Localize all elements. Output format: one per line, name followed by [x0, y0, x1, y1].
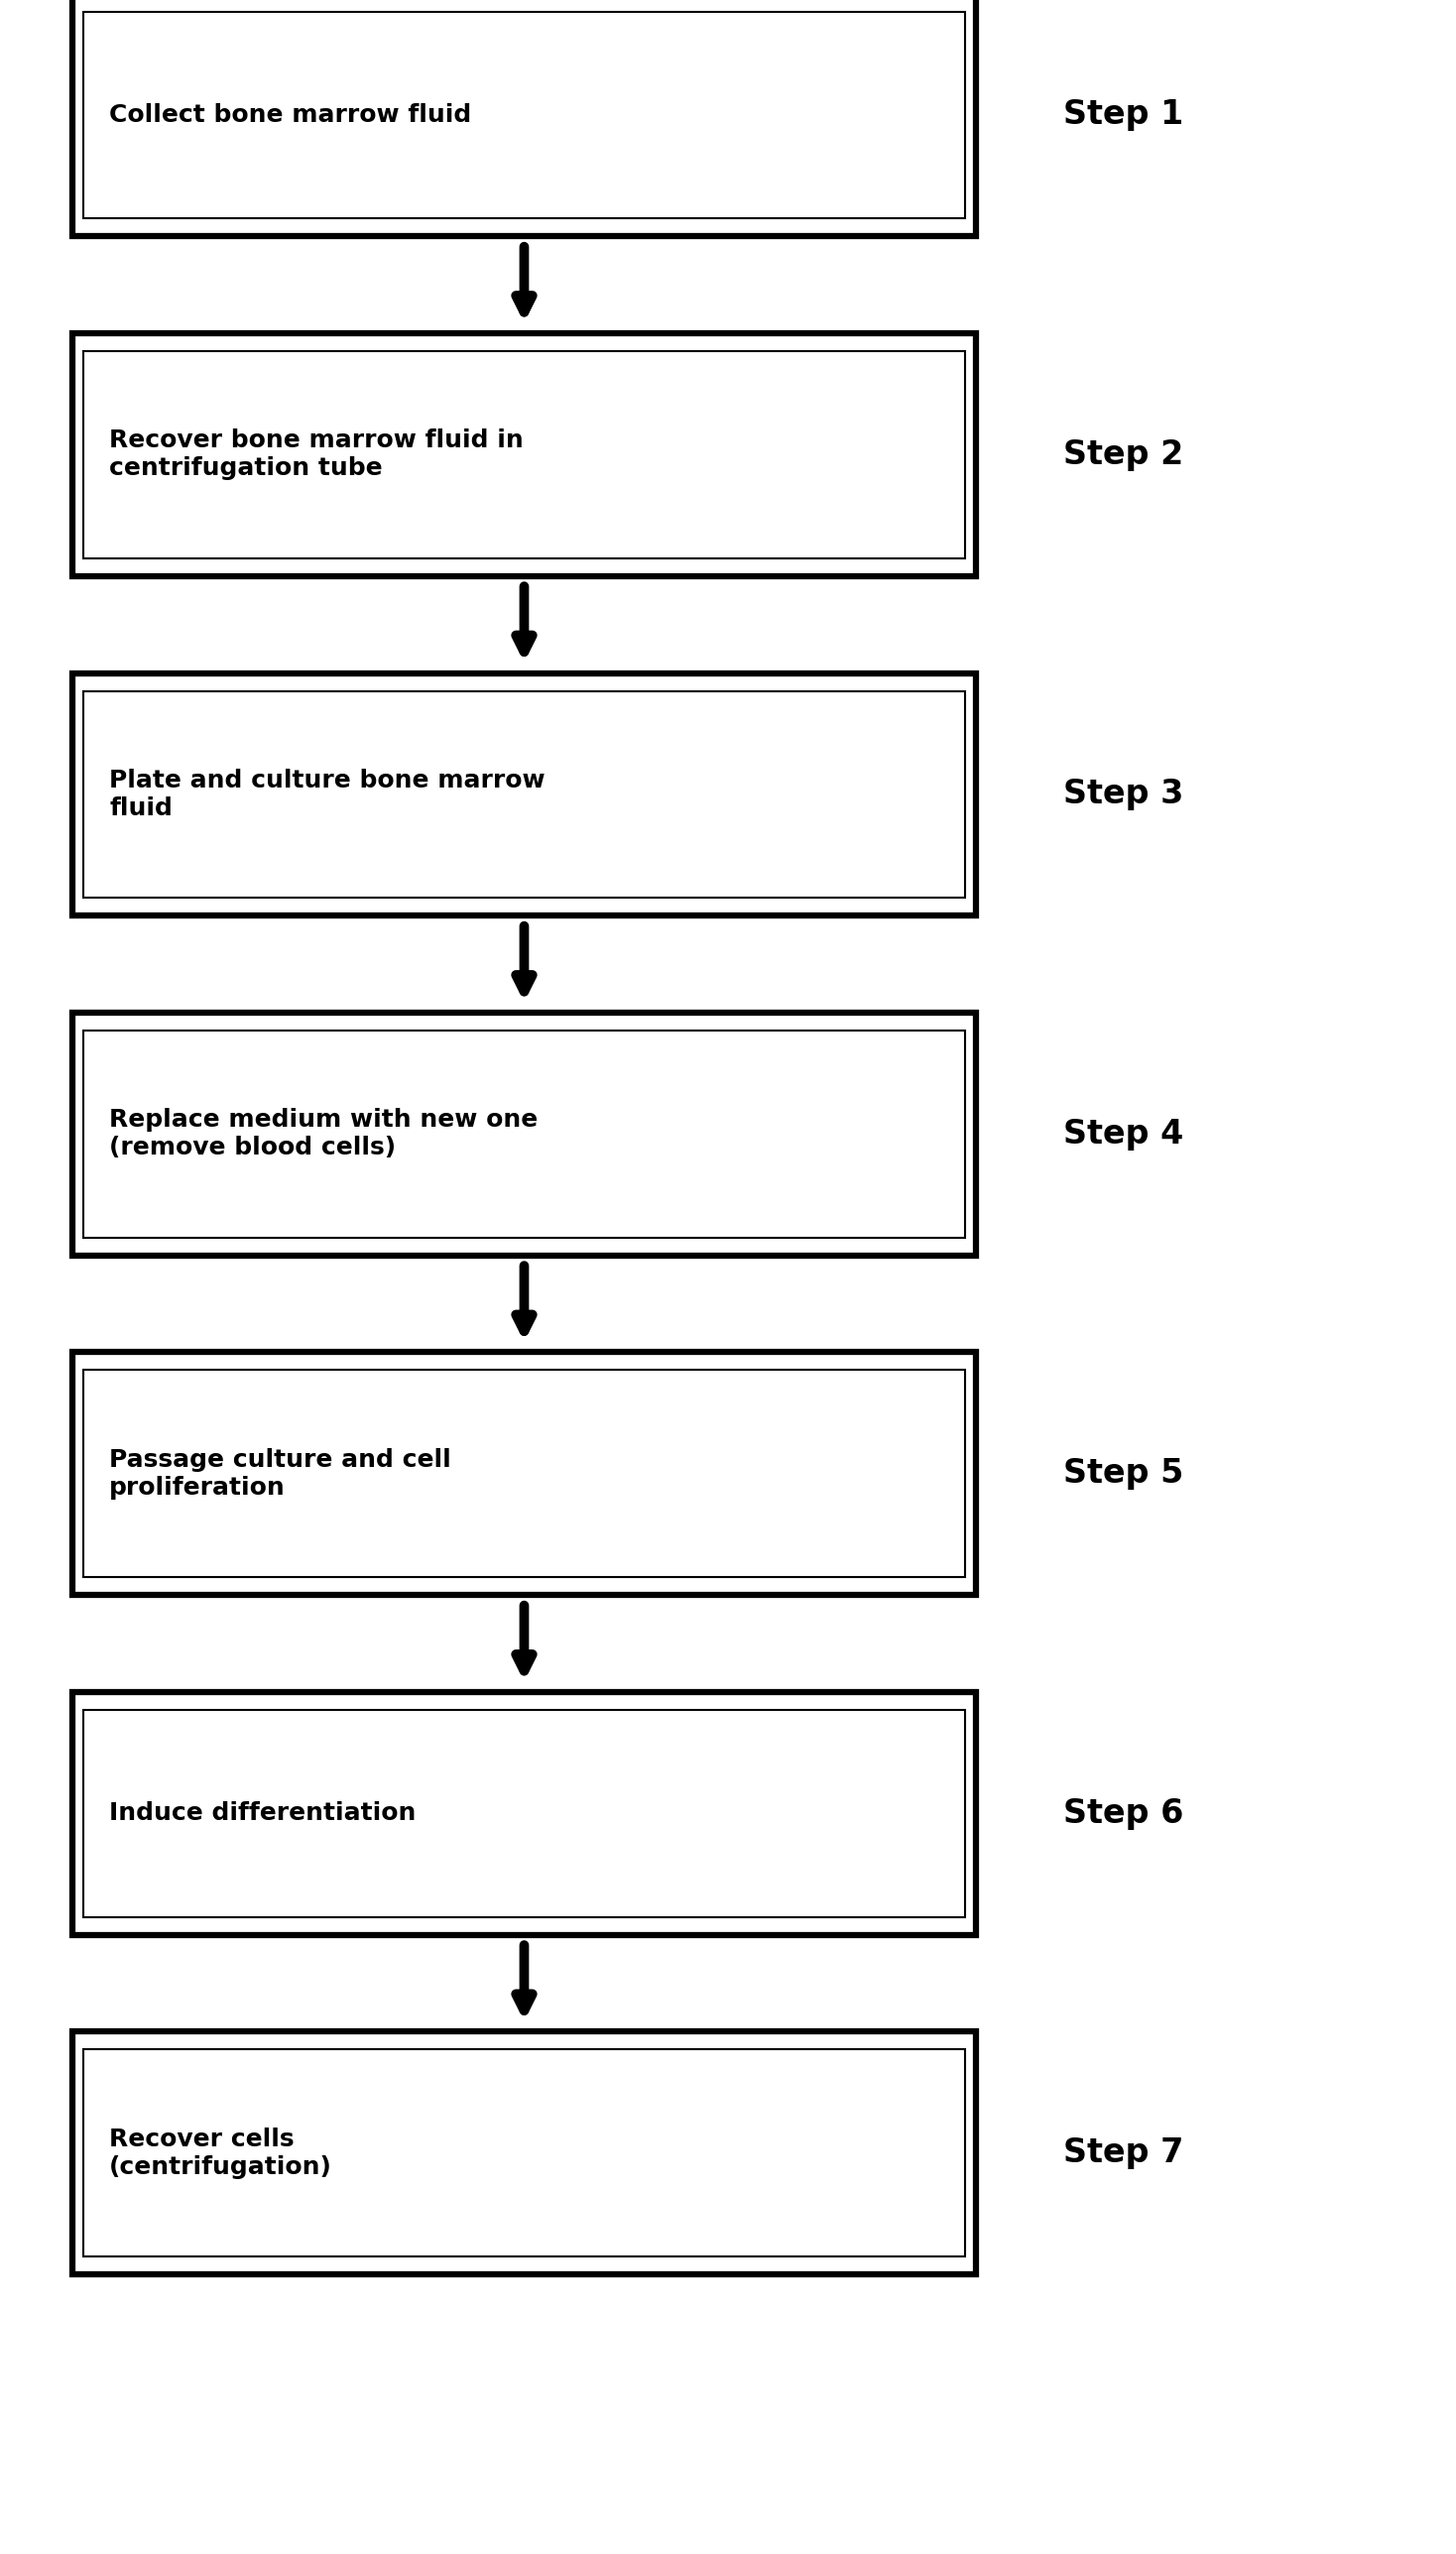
Bar — [73, 1014, 976, 1257]
Text: Step 1: Step 1 — [1063, 100, 1184, 130]
Bar — [73, 1354, 976, 1594]
Bar — [83, 2051, 965, 2258]
Bar — [83, 1711, 965, 1916]
Text: Step 6: Step 6 — [1063, 1798, 1184, 1829]
Bar — [83, 1369, 965, 1576]
Bar — [83, 1032, 965, 1239]
Bar — [73, 335, 976, 577]
Bar — [73, 1693, 976, 1936]
Bar — [73, 2033, 976, 2276]
Text: Plate and culture bone marrow
fluid: Plate and culture bone marrow fluid — [109, 769, 545, 820]
Text: Step 3: Step 3 — [1063, 779, 1184, 810]
Bar — [83, 10, 965, 217]
Text: Step 5: Step 5 — [1063, 1458, 1184, 1489]
Text: Replace medium with new one
(remove blood cells): Replace medium with new one (remove bloo… — [109, 1108, 537, 1160]
Text: Passage culture and cell
proliferation: Passage culture and cell proliferation — [109, 1448, 451, 1499]
Text: Recover cells
(centrifugation): Recover cells (centrifugation) — [109, 2127, 332, 2179]
Bar — [73, 672, 976, 914]
Text: Recover bone marrow fluid in
centrifugation tube: Recover bone marrow fluid in centrifugat… — [109, 429, 524, 480]
Text: Induce differentiation: Induce differentiation — [109, 1801, 416, 1826]
Text: Step 4: Step 4 — [1063, 1119, 1184, 1149]
Bar — [83, 350, 965, 557]
Text: Step 7: Step 7 — [1063, 2138, 1184, 2168]
Bar — [83, 692, 965, 899]
Text: Collect bone marrow fluid: Collect bone marrow fluid — [109, 102, 472, 128]
Bar — [73, 0, 976, 235]
Text: Step 2: Step 2 — [1063, 439, 1184, 470]
